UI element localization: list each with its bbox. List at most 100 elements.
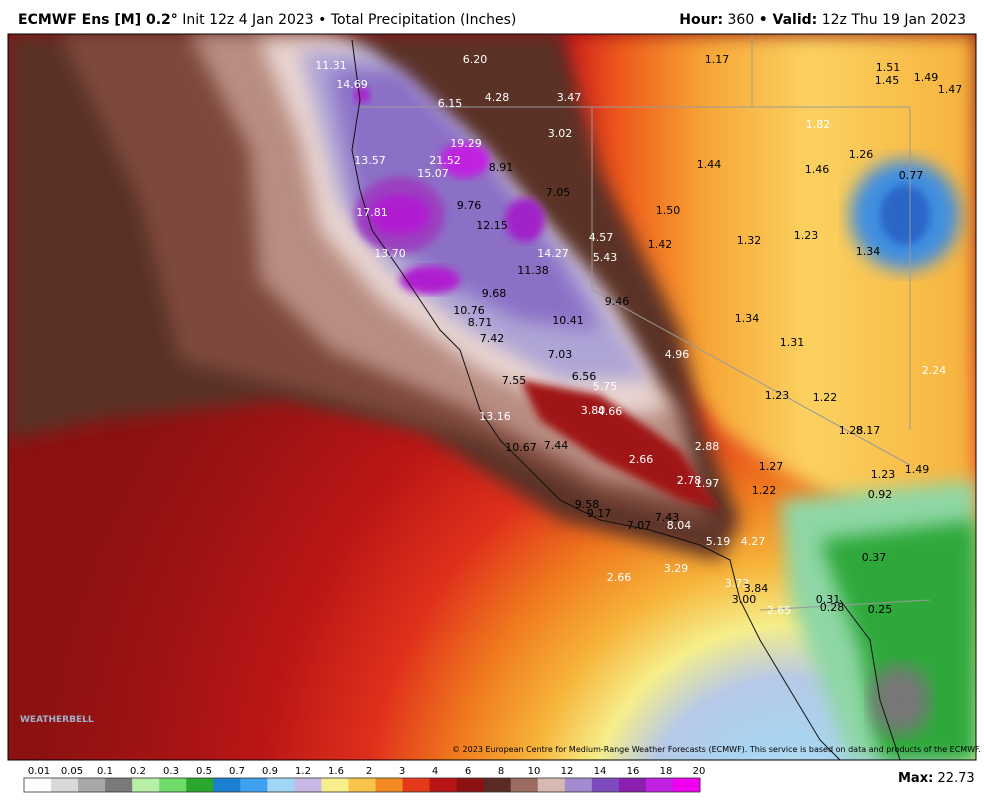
hour-label: Hour: [679, 12, 724, 28]
colorbar-swatch [645, 778, 674, 792]
precip-label: 9.58 [575, 498, 600, 511]
precip-label: 4.28 [485, 91, 510, 104]
precip-label: 2.65 [767, 604, 792, 617]
colorbar-swatch [402, 778, 431, 792]
precip-label: 2.24 [922, 364, 947, 377]
colorbar-tick-label: 0.05 [61, 766, 83, 777]
precip-label: 3.80 [581, 404, 606, 417]
colorbar-swatch [348, 778, 377, 792]
colorbar-tick-label: 1.6 [328, 766, 344, 777]
precip-label: 1.22 [813, 391, 838, 404]
hour: 360 [727, 12, 755, 28]
precip-label: 6.15 [438, 97, 463, 110]
precip-label: 1.27 [759, 460, 784, 473]
colorbar-swatch [456, 778, 485, 792]
precip-label: 0.92 [868, 488, 893, 501]
precip-label: 14.27 [537, 247, 569, 260]
colorbar-swatch [672, 778, 701, 792]
precip-label: 1.23 [765, 389, 790, 402]
colorbar-swatch [24, 778, 52, 792]
precip-label: 5.43 [593, 251, 618, 264]
colorbar-tick-label: 0.3 [163, 766, 179, 777]
precip-label: 1.34 [856, 245, 881, 258]
precip-label: 1.32 [737, 234, 762, 247]
valid: 12z Thu 19 Jan 2023 [821, 12, 966, 28]
precip-label: 4.66 [598, 405, 623, 418]
precip-label: 1.23 [794, 229, 819, 242]
precip-label: 10.67 [505, 441, 537, 454]
colorbar-swatch [240, 778, 268, 792]
precip-label: 4.57 [589, 231, 614, 244]
map-frame [7, 33, 977, 761]
precip-label: 2.66 [607, 571, 632, 584]
colorbar-swatch [510, 778, 539, 792]
precip-label: 7.42 [480, 332, 505, 345]
precip-label: 7.43 [655, 511, 680, 524]
colorbar-tick-label: 10 [528, 766, 541, 777]
precip-label: 7.05 [546, 186, 571, 199]
colorbar-tick-label: 16 [627, 766, 640, 777]
precip-label: 13.16 [479, 410, 511, 423]
max-label: Max: [898, 771, 934, 786]
precip-label: 10.76 [453, 304, 485, 317]
colorbar-swatch [618, 778, 647, 792]
precip-label: 1.31 [780, 336, 805, 349]
precip-label: 9.68 [482, 287, 507, 300]
colorbar-swatch [51, 778, 79, 792]
colorbar-tick-label: 3 [399, 766, 405, 777]
precip-label: 1.17 [705, 53, 730, 66]
valid-label: • Valid: [758, 12, 818, 28]
precip-label: 11.31 [315, 59, 347, 72]
precip-label: 3.73 [725, 577, 750, 590]
precip-label: 3.84 [744, 582, 769, 595]
precip-label: 1.49 [914, 71, 939, 84]
subtitle: Init 12z 4 Jan 2023 • Total Precipitatio… [182, 12, 517, 28]
colorbar-tick-label: 0.9 [262, 766, 278, 777]
max: Max: 22.73 [898, 771, 975, 786]
coastline [351, 39, 841, 761]
precip-label: 1.28 [839, 424, 864, 437]
precip-label: 1.45 [875, 74, 900, 87]
precip-label: 14.69 [336, 78, 368, 91]
colorbar-swatch [483, 778, 512, 792]
precip-label: 1.46 [805, 163, 830, 176]
precip-label: 7.44 [544, 439, 569, 452]
precip-label: 8.71 [468, 316, 493, 329]
colorbar-tick-label: 0.1 [97, 766, 113, 777]
colorbar-swatch [78, 778, 106, 792]
precip-label: 4.27 [741, 535, 766, 548]
precip-label: 3.47 [557, 91, 582, 104]
coastline [839, 599, 901, 761]
colorbar-tick-label: 0.5 [196, 766, 212, 777]
precip-label: 1.26 [849, 148, 874, 161]
precip-label: 1.44 [697, 158, 722, 171]
precip-label: 6.56 [572, 370, 597, 383]
colorbar-swatch [105, 778, 133, 792]
colorbar-frame [23, 777, 701, 793]
precip-label: 1.23 [871, 468, 896, 481]
colorbar-swatch [537, 778, 566, 792]
colorbar-tick-label: 2 [366, 766, 372, 777]
precip-label: 2.78 [677, 474, 702, 487]
precip-label: 1.22 [752, 484, 777, 497]
precip-label: 21.52 [429, 154, 461, 167]
colorbar-swatch [132, 778, 160, 792]
precip-label: 17.81 [356, 206, 388, 219]
precip-label: 1.42 [648, 238, 673, 251]
precip-label: 1.49 [905, 463, 930, 476]
precip-label: 4.96 [665, 348, 690, 361]
colorbar-swatch [429, 778, 458, 792]
precip-label: 10.41 [552, 314, 584, 327]
boundaries [360, 34, 931, 611]
precip-label: 3.29 [664, 562, 689, 575]
precip-label: 1.51 [876, 61, 901, 74]
header-right: Hour: 360 • Valid: 12z Thu 19 Jan 2023 [679, 12, 966, 28]
colorbar: 0.01 0.05 0.1 0.2 0.3 0.5 0.7 0.9 1.2 1.6 2 3 4 6 8 10 1… [23, 766, 705, 793]
colorbar-swatch [564, 778, 593, 792]
precip-label: 1.34 [735, 312, 760, 325]
precip-label: 9.76 [457, 199, 482, 212]
precip-label: 2.88 [695, 440, 720, 453]
colorbar-swatch [321, 778, 349, 792]
precip-label: 1.82 [806, 118, 831, 131]
